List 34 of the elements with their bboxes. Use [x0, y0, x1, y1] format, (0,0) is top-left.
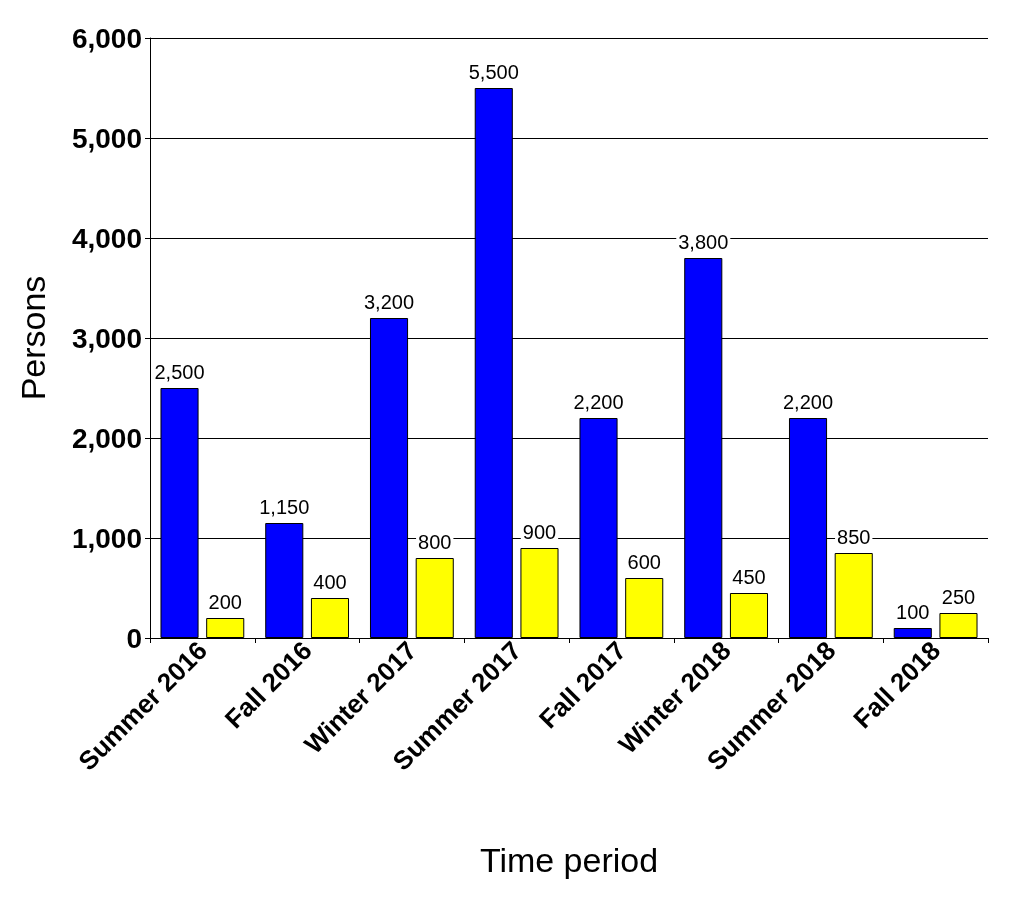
- data-label: 250: [941, 586, 976, 608]
- data-label: 850: [837, 526, 871, 548]
- bar: [893, 628, 932, 638]
- data-label: 200: [208, 591, 242, 613]
- y-tick-label: 2,000: [71, 422, 142, 454]
- data-label: 5,500: [468, 61, 519, 83]
- data-label: 450: [732, 566, 766, 588]
- bar: [834, 553, 873, 638]
- data-label: 400: [313, 571, 347, 593]
- data-label: 600: [627, 551, 661, 573]
- data-label: 800: [418, 531, 452, 553]
- y-tick-label: 1,000: [71, 522, 142, 554]
- data-label: 3,200: [363, 291, 415, 313]
- bar: [206, 618, 245, 638]
- data-label: 2,200: [782, 391, 834, 413]
- x-axis-title: Time period: [479, 841, 659, 879]
- y-tick-label: 6,000: [71, 22, 142, 54]
- data-label: 100: [896, 601, 930, 623]
- data-label: 900: [522, 521, 557, 543]
- y-tick-label: 5,000: [71, 122, 142, 154]
- y-tick-label: 3,000: [71, 322, 142, 354]
- y-axis-title: Persons: [14, 275, 52, 401]
- y-tick-label: 0: [126, 622, 142, 654]
- data-label: 3,800: [678, 231, 729, 253]
- bar: [520, 548, 559, 638]
- bar: [415, 558, 454, 638]
- bar: [939, 613, 978, 638]
- y-tick-label: 4,000: [71, 222, 142, 254]
- bar: [310, 598, 350, 638]
- bar: [729, 593, 769, 638]
- bar: [625, 578, 664, 638]
- data-label: 2,200: [573, 391, 624, 413]
- data-label: 2,500: [154, 361, 205, 383]
- data-label: 1,150: [259, 496, 310, 518]
